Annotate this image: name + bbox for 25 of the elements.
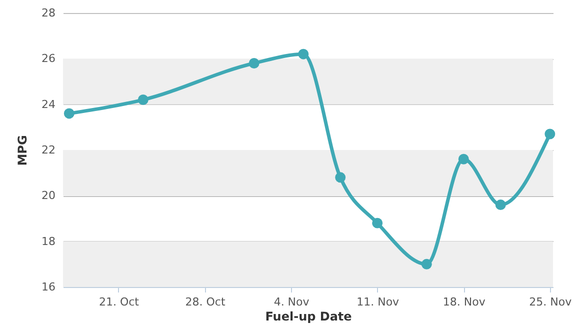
x-axis-title: Fuel-up Date [265,310,352,324]
x-tick-label: 4. Nov [274,296,310,308]
point [248,58,260,68]
x-tick-label: 28. Oct [185,296,226,308]
y-tick-label: 24 [42,98,56,111]
point [138,94,148,105]
y-tick-label: 26 [42,52,56,66]
y-axis-title: MPG [16,135,30,166]
y-tick-label: 16 [42,280,56,294]
point [495,200,506,210]
point [372,218,383,228]
y-tick-label: 28 [42,6,56,20]
x-tick-label: 25. Nov [529,296,572,308]
y-tick-label: 22 [42,144,56,156]
point [64,108,74,119]
point [544,128,556,140]
y-tick-label: 20 [42,189,56,202]
x-tick-label: 21. Oct [98,296,140,308]
x-tick-label: 11. Nov [356,296,400,308]
point [298,48,309,60]
point [421,258,432,270]
point [335,172,346,183]
point [458,154,469,164]
x-tick-label: 18. Nov [442,296,486,308]
y-tick-label: 18 [42,234,56,248]
